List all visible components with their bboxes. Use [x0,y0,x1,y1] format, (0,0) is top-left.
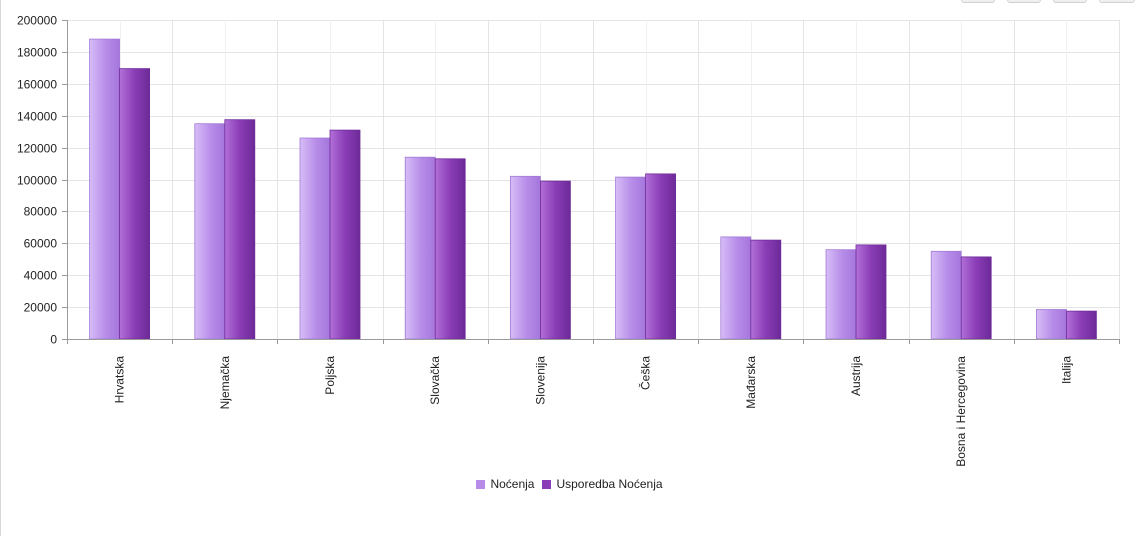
x-tick-label: Njemačka [218,356,232,410]
bar-usporedba-nocenja[interactable] [855,244,887,340]
y-tick-label: 120000 [17,142,57,156]
y-tick-label: 40000 [24,269,58,283]
axes [62,20,1120,344]
toolbar-button[interactable] [961,0,995,3]
panel-border [0,0,1,536]
y-tick-label: 140000 [17,110,57,124]
x-tick-label: Italija [1059,356,1073,384]
y-tick-label: 0 [50,333,57,347]
x-tick-label: Hrvatska [113,356,127,404]
bar-nocenja[interactable] [1036,309,1067,340]
bar-usporedba-nocenja[interactable] [119,68,150,340]
legend-label: Noćenja [490,477,535,491]
bar-nocenja[interactable] [89,38,120,340]
x-tick-label: Bosna i Hercegovina [954,356,968,467]
legend-swatch [542,479,552,489]
toolbar-button[interactable] [1053,0,1087,3]
tick-labels: 0 20000 40000 60000 80000 100000 120000 140000 1… [17,14,1073,467]
bars [89,38,1097,340]
x-tick-label: Slovenija [533,356,547,405]
bar-usporedba-nocenja[interactable] [645,173,676,340]
bar-nocenja[interactable] [720,236,752,340]
bar-usporedba-nocenja[interactable] [1066,310,1097,340]
x-tick-label: Češka [638,356,653,390]
toolbar-button[interactable] [1007,0,1041,3]
y-tick-label: 160000 [17,78,57,92]
bar-nocenja[interactable] [509,175,541,340]
legend-item-nocenja[interactable]: Noćenja [476,477,534,491]
x-tick-label: Austrija [849,356,863,396]
y-tick-label: 200000 [17,14,57,28]
bar-nocenja[interactable] [299,137,331,340]
legend-item-usporedba-nocenja[interactable]: Usporedba Noćenja [542,477,663,491]
gridlines [67,20,1120,339]
bar-usporedba-nocenja[interactable] [540,180,571,340]
bar-nocenja[interactable] [404,156,436,340]
bar-usporedba-nocenja[interactable] [750,239,782,340]
x-tick-label: Mađarska [744,356,758,409]
bar-nocenja[interactable] [615,176,646,340]
bar-nocenja[interactable] [930,250,962,340]
toolbar-button[interactable] [1099,0,1135,3]
y-tick-label: 60000 [24,237,58,251]
y-tick-label: 180000 [17,46,57,60]
legend-swatch [476,479,486,489]
x-tick-label: Slovačka [428,356,442,405]
y-tick-label: 100000 [17,174,57,188]
x-tick-label: Poljska [323,356,337,395]
y-tick-label: 20000 [24,301,58,315]
chart-toolbar [961,0,1135,3]
legend: Noćenja Usporedba Noćenja [0,477,1139,491]
bar-usporedba-nocenja[interactable] [960,256,992,340]
bar-usporedba-nocenja[interactable] [329,129,361,340]
bar-nocenja[interactable] [194,123,226,340]
bar-usporedba-nocenja[interactable] [434,158,466,340]
y-tick-label: 80000 [24,205,58,219]
bar-nocenja[interactable] [825,249,857,340]
legend-label: Usporedba Noćenja [556,477,663,491]
bar-usporedba-nocenja[interactable] [224,119,256,340]
